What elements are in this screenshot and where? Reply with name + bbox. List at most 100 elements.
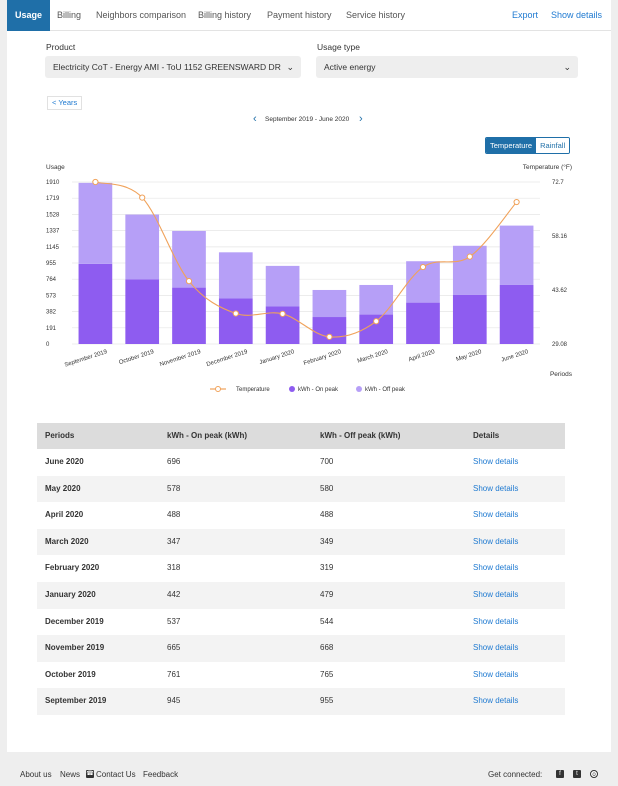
- period-cell: December 2019: [45, 616, 104, 626]
- bar-off-peak[interactable]: [78, 182, 113, 264]
- tab-payment-history[interactable]: Payment history: [267, 10, 332, 20]
- show-details-link[interactable]: Show details: [473, 589, 519, 599]
- tab-billing[interactable]: Billing: [57, 10, 82, 20]
- table-row: March 2020 347 349 Show details: [37, 528, 565, 556]
- instagram-icon[interactable]: o: [590, 770, 598, 778]
- tab-neighbors-comparison[interactable]: Neighbors comparison: [96, 10, 187, 20]
- on-peak-cell: 488: [167, 510, 181, 520]
- usage-type-select[interactable]: Active energy ⌄: [316, 56, 578, 78]
- show-details-link[interactable]: Show details: [473, 563, 519, 573]
- tab-billing-history[interactable]: Billing history: [198, 10, 252, 20]
- bar-off-peak[interactable]: [452, 245, 487, 295]
- on-peak-cell: 318: [167, 563, 181, 573]
- x-tick-label: April 2020: [408, 349, 436, 363]
- show-details-link[interactable]: Show details: [473, 536, 519, 546]
- bar-on-peak[interactable]: [218, 298, 253, 344]
- on-peak-cell: 347: [167, 536, 181, 546]
- period-cell: February 2020: [45, 563, 100, 573]
- y-tick-label: 1910: [46, 180, 60, 186]
- show-details-link[interactable]: Show details: [473, 669, 519, 679]
- facebook-icon[interactable]: f: [556, 770, 564, 778]
- bar-on-peak[interactable]: [172, 287, 206, 344]
- show-details-link[interactable]: Show details: [473, 696, 519, 706]
- news-link[interactable]: News: [60, 770, 81, 779]
- x-tick-label: June 2020: [501, 349, 530, 364]
- bar-on-peak[interactable]: [78, 263, 113, 344]
- temperature-point[interactable]: [232, 310, 239, 317]
- temperature-point[interactable]: [373, 318, 380, 325]
- y-tick-label: 0: [46, 342, 50, 348]
- show-details-link[interactable]: Show details: [473, 510, 519, 520]
- temperature-toggle-button[interactable]: Temperature: [486, 138, 537, 153]
- show-details-link[interactable]: Show details: [551, 10, 603, 20]
- off-peak-cell: 700: [320, 457, 334, 466]
- legend-temperature-label[interactable]: Temperature: [236, 387, 270, 393]
- bar-off-peak[interactable]: [218, 252, 253, 299]
- bar-on-peak[interactable]: [452, 294, 487, 344]
- y-tick-label: 573: [46, 293, 57, 299]
- contact-us-link[interactable]: Contact Us: [96, 770, 136, 779]
- bar-off-peak[interactable]: [265, 265, 300, 307]
- y2-tick-label: 58.16: [552, 234, 568, 240]
- chevron-down-icon: ⌄: [286, 62, 294, 72]
- off-peak-cell: 479: [320, 589, 334, 599]
- bar-on-peak[interactable]: [125, 279, 160, 344]
- usage-table: Periods kWh - On peak (kWh) kWh - Off pe…: [37, 423, 565, 715]
- bar-off-peak[interactable]: [359, 284, 394, 315]
- y-tick-label: 1528: [46, 212, 60, 218]
- on-peak-cell: 442: [167, 589, 181, 599]
- on-peak-cell: 761: [167, 669, 181, 679]
- bar-off-peak[interactable]: [125, 214, 160, 280]
- temperature-point[interactable]: [279, 310, 286, 317]
- feedback-link[interactable]: Feedback: [143, 770, 179, 779]
- about-us-link[interactable]: About us: [20, 770, 52, 779]
- phone-icon: ☎: [86, 770, 94, 778]
- show-details-link[interactable]: Show details: [473, 483, 519, 493]
- off-peak-cell: 668: [320, 643, 334, 653]
- y-tick-label: 382: [46, 310, 57, 316]
- show-details-link[interactable]: Show details: [473, 643, 519, 653]
- temperature-point[interactable]: [419, 263, 427, 271]
- show-details-link[interactable]: Show details: [473, 616, 519, 626]
- product-select[interactable]: Electricity CoT - Energy AMI - ToU 1152 …: [45, 56, 301, 78]
- next-period-arrow-icon[interactable]: ›: [359, 113, 363, 125]
- tab-usage[interactable]: Usage: [7, 0, 51, 31]
- table-row: January 2020 442 479 Show details: [37, 581, 565, 609]
- x-tick-label: January 2020: [259, 349, 296, 366]
- header-off-peak: kWh - Off peak (kWh): [320, 431, 401, 440]
- rainfall-toggle-button[interactable]: Rainfall: [536, 138, 570, 153]
- period-cell: October 2019: [45, 669, 96, 679]
- usage-type-label: Usage type: [317, 42, 360, 52]
- chevron-down-icon: ⌄: [563, 62, 571, 72]
- table-row: September 2019 945 955 Show details: [37, 688, 565, 715]
- temperature-point[interactable]: [466, 253, 473, 260]
- temperature-point[interactable]: [513, 198, 520, 206]
- temperature-point[interactable]: [139, 194, 146, 201]
- show-details-link[interactable]: Show details: [473, 457, 519, 466]
- temperature-point[interactable]: [92, 178, 99, 186]
- bar-on-peak[interactable]: [499, 284, 534, 344]
- legend-off-peak-label[interactable]: kWh - Off peak: [365, 387, 406, 393]
- bar-off-peak[interactable]: [499, 225, 534, 285]
- bar-off-peak[interactable]: [312, 289, 347, 318]
- weather-toggle: Temperature Rainfall: [485, 137, 571, 154]
- y-tick-label: 764: [46, 277, 57, 283]
- tab-bar: Usage Billing Neighbors comparison Billi…: [7, 0, 611, 31]
- temperature-point[interactable]: [185, 278, 193, 285]
- table-body: June 2020 696 700 Show details May 2020 578 5…: [37, 449, 565, 715]
- y-tick-label: 955: [46, 261, 57, 267]
- x-tick-label: February 2020: [303, 349, 343, 367]
- temperature-point[interactable]: [326, 333, 333, 340]
- temperature-line: [95, 181, 518, 338]
- legend-off-peak-marker: [356, 386, 362, 392]
- tab-service-history[interactable]: Service history: [346, 10, 406, 20]
- period-cell: November 2019: [45, 643, 105, 653]
- prev-period-arrow-icon[interactable]: ‹: [253, 113, 257, 125]
- bar-on-peak[interactable]: [406, 302, 440, 344]
- x-tick-label: September 2019: [64, 349, 109, 369]
- twitter-icon[interactable]: t: [573, 770, 581, 778]
- export-link[interactable]: Export: [512, 10, 539, 20]
- legend-on-peak-label[interactable]: kWh - On peak: [298, 387, 339, 393]
- y-tick-label: 191: [46, 326, 57, 332]
- years-back-button[interactable]: < Years: [47, 96, 83, 110]
